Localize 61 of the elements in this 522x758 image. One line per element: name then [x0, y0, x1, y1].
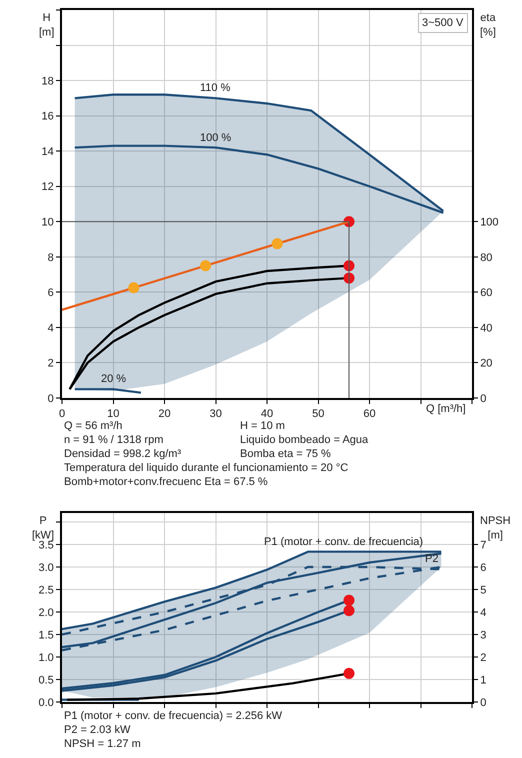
x-tick-label: 20	[158, 408, 171, 420]
x-tick-label: 30	[210, 408, 222, 420]
text: H = 10 m	[240, 420, 285, 432]
y-tick-label: 2.0	[38, 606, 54, 619]
x-tick-label: 0	[58, 408, 66, 420]
y-tick-label: 3.0	[38, 562, 54, 574]
y2-tick-label: 0	[480, 696, 486, 709]
annotation: P1 (motor + conv. de frecuencia)	[264, 536, 424, 548]
x-tick-label: 60	[363, 408, 376, 420]
y-tick-label: 12	[42, 181, 54, 194]
y2-tick-label: 80	[480, 252, 492, 264]
text: Bomba eta = 75 %	[240, 448, 332, 460]
y-axis-title: H [m]	[39, 12, 54, 38]
y2-tick-label: 2	[480, 652, 486, 664]
text: Liquido bombeado = Agua	[240, 434, 370, 446]
y2-tick-label: 0	[480, 392, 486, 405]
y2-tick-label: 4	[480, 606, 486, 619]
y2-tick-label: 5	[480, 584, 486, 596]
y-tick-label: 10	[42, 216, 54, 228]
y-tick-label: 0.5	[38, 674, 54, 686]
text: Q = 56 m³/h	[64, 420, 122, 432]
text: NPSH = 1.27 m	[64, 738, 141, 750]
text: P2 = 2.03 kW	[64, 724, 131, 736]
y-tick-label: 2.5	[38, 584, 54, 596]
y2-tick-label: 100	[480, 216, 499, 228]
y2-tick-label: 20	[480, 358, 492, 370]
y-axis-title: P [kW]	[32, 515, 54, 542]
y2-tick-label: 60	[480, 287, 492, 300]
y-tick-label: 0.0	[38, 696, 54, 709]
y2-tick-label: 1	[480, 674, 486, 686]
y2-tick-label: 6	[480, 562, 486, 574]
annotation: 3~500 V	[422, 17, 464, 29]
text: Densidad = 998.2 kg/m³	[64, 448, 182, 460]
y-tick-label: 3.5	[38, 539, 54, 552]
y-tick-label: 8	[48, 252, 54, 264]
y2-tick-label: 7	[480, 539, 486, 552]
y-tick-label: 18	[42, 75, 54, 88]
y-tick-label: 4	[48, 322, 54, 334]
text: Bomb+motor+conv.frecuenc Eta = 67.5 %	[64, 476, 268, 488]
text: Temperatura del liquido durante el funcionamiento = 20 °C	[64, 462, 348, 474]
y-tick-label: 0	[48, 392, 54, 405]
x-axis-title: Q [m³/h]	[426, 403, 466, 415]
x-tick-label: 50	[312, 408, 324, 420]
annotation: 100 %	[200, 132, 232, 144]
y2-tick-label: 3	[480, 629, 486, 642]
y-tick-label: 2	[48, 358, 54, 370]
y2-tick-label: 40	[480, 322, 492, 334]
x-tick-label: 40	[260, 408, 274, 420]
y-tick-label: 16	[42, 110, 54, 123]
text: n = 91 % / 1318 rpm	[64, 434, 164, 446]
y-tick-label: 6	[48, 287, 54, 300]
y-tick-label: 14	[42, 146, 54, 158]
annotation: 20 %	[101, 373, 126, 385]
x-tick-label: 10	[107, 408, 120, 420]
y2-axis-title: NPSH [m]	[480, 515, 511, 542]
y-tick-label: 1.5	[38, 629, 54, 642]
annotation: P2	[425, 553, 438, 565]
y-tick-label: 1.0	[38, 652, 54, 664]
annotation: 110 %	[200, 82, 231, 94]
y2-axis-title: eta [%]	[480, 12, 496, 38]
text: P1 (motor + conv. de frecuencia) = 2.256 kW	[64, 710, 283, 722]
